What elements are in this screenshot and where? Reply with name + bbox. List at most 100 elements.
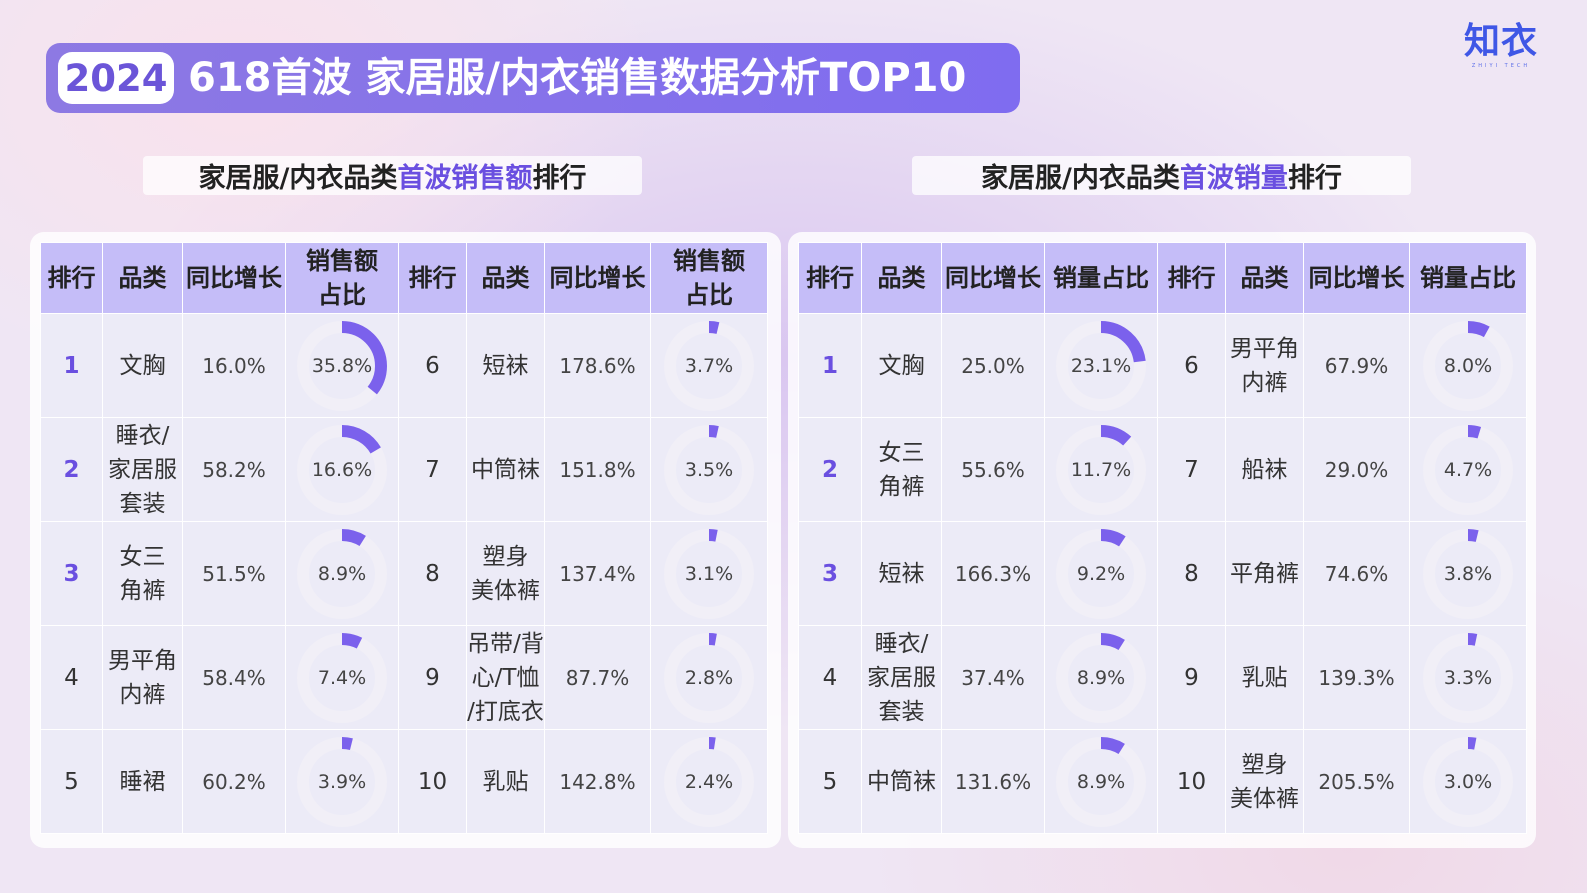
donut-share-arc (1056, 736, 1146, 827)
rank-cell: 5 (40, 729, 103, 834)
share-cell: 7.4% (285, 625, 399, 730)
donut-svg (297, 528, 387, 619)
right-title-pre: 家居服/内衣品类 (981, 163, 1180, 194)
column-header: 同比增长 (941, 242, 1045, 314)
table-row: 1 文胸 16.0% 35.8% 6 短袜 178.6% 3.7% (40, 313, 768, 418)
share-cell: 3.3% (1409, 625, 1527, 730)
column-header: 排行 (798, 242, 862, 314)
logo-subtext: ZHIYI TECH (1471, 63, 1531, 69)
column-header: 品类 (466, 242, 545, 314)
column-header: 排行 (1157, 242, 1226, 314)
rank-cell: 3 (798, 521, 862, 626)
left-title-highlight: 首波销售额 (397, 163, 533, 194)
share-cell: 3.0% (1409, 729, 1527, 834)
share-percent: 3.9% (317, 770, 367, 793)
sales-volume-panel: 排行 品类 同比增长 销量占比 排行 品类 同比增长 销量占比 1 文胸 25.0% 23.1% 6 男平… (788, 232, 1536, 848)
share-donut-chart: 2.8% (663, 632, 755, 724)
category-cell: 女三 角裤 (102, 521, 183, 626)
share-percent: 2.8% (684, 666, 734, 689)
donut-share-arc (1056, 632, 1146, 723)
growth-cell: 58.4% (182, 625, 286, 730)
donut-svg (1423, 632, 1513, 723)
growth-cell: 166.3% (941, 521, 1045, 626)
category-cell: 睡衣/家居服 套装 (861, 625, 942, 730)
column-header: 同比增长 (1303, 242, 1410, 314)
donut-svg (1056, 320, 1146, 411)
table-header-row: 排行 品类 同比增长 销量占比 排行 品类 同比增长 销量占比 (798, 242, 1527, 314)
rank-cell: 2 (40, 417, 103, 522)
share-donut-chart: 8.9% (1055, 632, 1147, 724)
category-cell: 文胸 (861, 313, 942, 418)
growth-cell: 29.0% (1303, 417, 1410, 522)
table-row: 4 睡衣/家居服 套装 37.4% 8.9% 9 乳贴 139.3% 3.3% (798, 625, 1527, 730)
left-section-title: 家居服/内衣品类 首波销售额 排行 (143, 156, 642, 195)
column-header: 销售额 占比 (650, 242, 768, 314)
growth-cell: 55.6% (941, 417, 1045, 522)
share-percent: 8.9% (1076, 666, 1126, 689)
category-cell: 乳贴 (1225, 625, 1304, 730)
share-cell: 2.8% (650, 625, 768, 730)
rank-cell: 2 (798, 417, 862, 522)
share-cell: 35.8% (285, 313, 399, 418)
share-percent: 3.1% (684, 562, 734, 585)
share-cell: 3.9% (285, 729, 399, 834)
donut-svg (1056, 632, 1146, 723)
category-cell: 平角裤 (1225, 521, 1304, 626)
share-percent: 8.9% (317, 562, 367, 585)
share-percent: 16.6% (311, 458, 373, 481)
share-cell: 11.7% (1044, 417, 1158, 522)
share-cell: 16.6% (285, 417, 399, 522)
column-header: 排行 (40, 242, 103, 314)
share-donut-chart: 9.2% (1055, 528, 1147, 620)
share-donut-chart: 4.7% (1422, 424, 1514, 516)
right-title-highlight: 首波销量 (1179, 163, 1288, 194)
table-row: 5 睡裙 60.2% 3.9% 10 乳贴 142.8% 2.4% (40, 729, 768, 834)
share-donut-chart: 23.1% (1055, 320, 1147, 412)
donut-share-arc (1423, 736, 1513, 827)
donut-share-arc (664, 528, 754, 619)
column-header: 品类 (861, 242, 942, 314)
rank-cell: 3 (40, 521, 103, 626)
category-cell: 文胸 (102, 313, 183, 418)
share-percent: 23.1% (1070, 354, 1132, 377)
share-percent: 35.8% (311, 354, 373, 377)
donut-svg (1423, 528, 1513, 619)
category-cell: 短袜 (861, 521, 942, 626)
column-header: 销售额 占比 (285, 242, 399, 314)
table-row: 2 女三 角裤 55.6% 11.7% 7 船袜 29.0% 4.7% (798, 417, 1527, 522)
category-cell: 塑身 美体裤 (1225, 729, 1304, 834)
column-header: 排行 (398, 242, 467, 314)
share-percent: 2.4% (684, 770, 734, 793)
left-title-pre: 家居服/内衣品类 (198, 163, 398, 194)
donut-svg (297, 424, 387, 515)
donut-svg (664, 424, 754, 515)
share-donut-chart: 3.5% (663, 424, 755, 516)
donut-svg (297, 632, 387, 723)
column-header: 品类 (102, 242, 183, 314)
growth-cell: 178.6% (544, 313, 651, 418)
category-cell: 女三 角裤 (861, 417, 942, 522)
growth-cell: 74.6% (1303, 521, 1410, 626)
growth-cell: 142.8% (544, 729, 651, 834)
growth-cell: 151.8% (544, 417, 651, 522)
donut-svg (1056, 424, 1146, 515)
share-percent: 3.0% (1443, 770, 1493, 793)
table-row: 3 女三 角裤 51.5% 8.9% 8 塑身 美体裤 137.4% 3.1% (40, 521, 768, 626)
donut-svg (1056, 528, 1146, 619)
donut-svg (1423, 736, 1513, 827)
rank-cell: 7 (398, 417, 467, 522)
share-donut-chart: 3.3% (1422, 632, 1514, 724)
growth-cell: 87.7% (544, 625, 651, 730)
rank-cell: 6 (398, 313, 467, 418)
sales-volume-table: 排行 品类 同比增长 销量占比 排行 品类 同比增长 销量占比 1 文胸 25.0% 23.1% 6 男平… (798, 242, 1527, 834)
donut-share-arc (1423, 632, 1513, 723)
rank-cell: 1 (40, 313, 103, 418)
category-cell: 男平角 内裤 (102, 625, 183, 730)
title-banner: 2024 618首波 家居服/内衣销售数据分析TOP10 (46, 43, 1020, 113)
share-donut-chart: 16.6% (296, 424, 388, 516)
share-percent: 3.7% (684, 354, 734, 377)
column-header: 销量占比 (1409, 242, 1527, 314)
share-cell: 23.1% (1044, 313, 1158, 418)
brand-logo: 知衣 ZHIYI TECH (1462, 22, 1540, 72)
table-row: 2 睡衣/家居服 套装 58.2% 16.6% 7 中筒袜 151.8% 3.5% (40, 417, 768, 522)
